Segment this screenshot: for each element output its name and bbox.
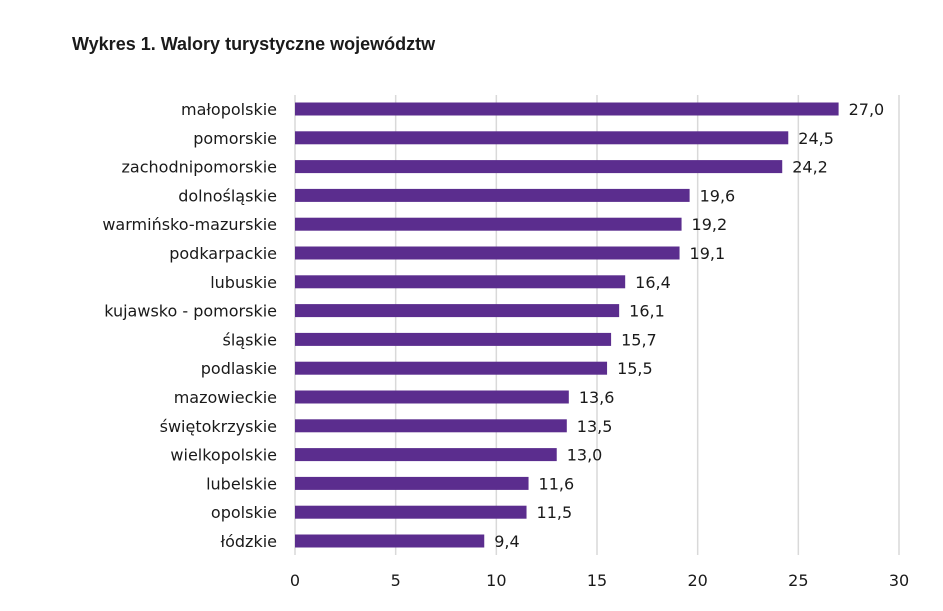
value-label: 11,6 — [539, 474, 575, 493]
category-label: zachodnipomorskie — [122, 158, 277, 177]
bar — [295, 361, 608, 375]
category-label: małopolskie — [181, 100, 277, 119]
category-label: świętokrzyskie — [160, 417, 277, 436]
bar — [295, 534, 485, 548]
bar — [295, 188, 690, 202]
chart-title: Wykres 1. Walory turystyczne województw — [72, 34, 436, 54]
bars — [295, 102, 839, 548]
bar — [295, 304, 620, 318]
bar — [295, 217, 682, 231]
category-label: podlaskie — [201, 359, 277, 378]
bar — [295, 102, 839, 116]
x-tick-label: 5 — [391, 571, 401, 590]
x-tick-label: 15 — [587, 571, 607, 590]
x-tick-label: 0 — [290, 571, 300, 590]
category-label: warmińsko-mazurskie — [102, 215, 277, 234]
category-label: pomorskie — [193, 129, 277, 148]
bar — [295, 246, 680, 260]
value-label: 16,1 — [629, 302, 665, 321]
value-labels: 27,0 24,5 24,2 19,6 19,2 19,1 16,4 16,1 15,7 15,5… — [494, 100, 884, 551]
category-label: mazowieckie — [174, 388, 277, 407]
category-label: podkarpackie — [169, 244, 277, 263]
x-tick-label: 10 — [486, 571, 506, 590]
category-label: wielkopolskie — [170, 446, 277, 465]
value-label: 24,5 — [798, 129, 834, 148]
value-label: 13,6 — [579, 388, 615, 407]
category-label: opolskie — [211, 503, 277, 522]
value-label: 9,4 — [494, 532, 519, 551]
value-label: 13,0 — [567, 446, 603, 465]
category-label: dolnośląskie — [178, 186, 277, 205]
value-label: 15,5 — [617, 359, 653, 378]
value-label: 19,1 — [690, 244, 726, 263]
category-label: lubelskie — [206, 474, 277, 493]
bar — [295, 419, 567, 433]
value-label: 15,7 — [621, 330, 657, 349]
value-label: 24,2 — [792, 158, 828, 177]
category-label: lubuskie — [210, 273, 277, 292]
value-label: 27,0 — [849, 100, 885, 119]
category-label: kujawsko - pomorskie — [104, 302, 277, 321]
x-tick-label: 30 — [889, 571, 909, 590]
value-label: 13,5 — [577, 417, 613, 436]
category-label: łódzkie — [221, 532, 277, 551]
x-axis-ticks: 0 5 10 15 20 25 30 — [290, 571, 909, 590]
category-labels: małopolskie pomorskie zachodnipomorskie dol… — [102, 100, 277, 551]
bar — [295, 160, 783, 174]
bar — [295, 390, 569, 404]
bar — [295, 448, 557, 462]
value-label: 11,5 — [537, 503, 573, 522]
value-label: 16,4 — [635, 273, 671, 292]
value-label: 19,6 — [700, 186, 736, 205]
bar — [295, 505, 527, 519]
x-tick-label: 20 — [687, 571, 707, 590]
category-label: śląskie — [223, 330, 277, 349]
value-label: 19,2 — [692, 215, 728, 234]
x-tick-label: 25 — [788, 571, 808, 590]
bar — [295, 131, 789, 145]
bar — [295, 476, 529, 490]
bar — [295, 275, 626, 289]
bar — [295, 332, 612, 346]
